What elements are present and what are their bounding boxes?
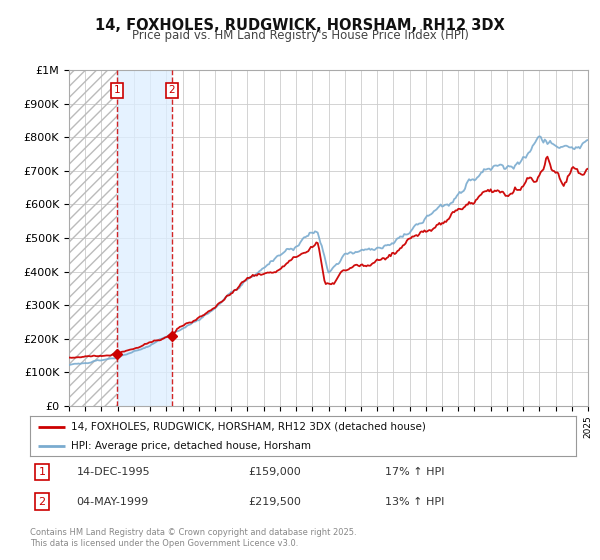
Text: 17% ↑ HPI: 17% ↑ HPI: [385, 467, 445, 477]
Text: 2: 2: [169, 85, 175, 95]
Text: 1: 1: [38, 467, 46, 477]
Text: £159,000: £159,000: [248, 467, 301, 477]
Text: 13% ↑ HPI: 13% ↑ HPI: [385, 497, 444, 507]
Text: 04-MAY-1999: 04-MAY-1999: [76, 497, 149, 507]
Text: £219,500: £219,500: [248, 497, 301, 507]
Text: HPI: Average price, detached house, Horsham: HPI: Average price, detached house, Hors…: [71, 441, 311, 450]
Bar: [69, 70, 117, 406]
Text: 14-DEC-1995: 14-DEC-1995: [76, 467, 150, 477]
Text: Contains HM Land Registry data © Crown copyright and database right 2025.
This d: Contains HM Land Registry data © Crown c…: [30, 528, 356, 548]
Text: 14, FOXHOLES, RUDGWICK, HORSHAM, RH12 3DX: 14, FOXHOLES, RUDGWICK, HORSHAM, RH12 3D…: [95, 18, 505, 33]
Text: 14, FOXHOLES, RUDGWICK, HORSHAM, RH12 3DX (detached house): 14, FOXHOLES, RUDGWICK, HORSHAM, RH12 3D…: [71, 422, 426, 432]
Text: 2: 2: [38, 497, 46, 507]
Bar: [117, 70, 172, 406]
Text: 1: 1: [113, 85, 120, 95]
Text: Price paid vs. HM Land Registry's House Price Index (HPI): Price paid vs. HM Land Registry's House …: [131, 29, 469, 42]
